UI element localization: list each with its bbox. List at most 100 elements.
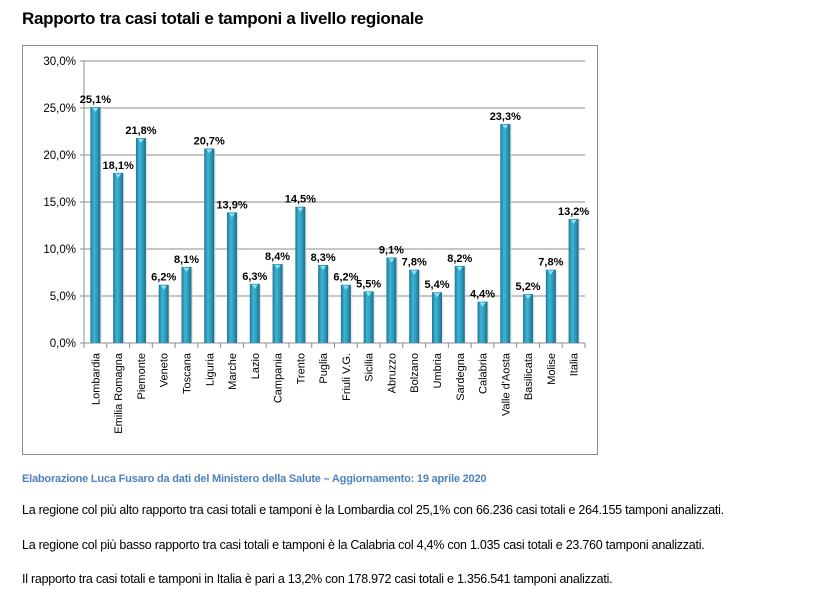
bar-trento: [295, 206, 306, 343]
bar-cap: [274, 265, 281, 270]
bar-cap: [479, 302, 486, 307]
bar-piemonte: [135, 138, 146, 343]
summary-italy: Il rapporto tra casi totali e tamponi in…: [22, 572, 613, 586]
y-tick-label: 25,0%: [43, 103, 76, 115]
bar-cap: [297, 207, 304, 212]
bar-cap: [320, 265, 327, 270]
data-label: 6,3%: [242, 271, 267, 283]
source-note: Elaborazione Luca Fusaro da dati del Min…: [22, 473, 487, 485]
category-label: Lazio: [250, 353, 262, 379]
bar-cap: [456, 266, 463, 271]
data-label: 8,3%: [311, 252, 336, 264]
category-label: Abruzzo: [386, 353, 398, 393]
data-label: 21,8%: [125, 125, 156, 137]
bar-cap: [411, 270, 418, 275]
bar-umbria: [431, 292, 442, 343]
bar-cap: [206, 149, 213, 154]
category-label: Calabria: [478, 352, 490, 394]
bar-lombardia: [90, 107, 101, 343]
y-tick-label: 20,0%: [43, 150, 76, 162]
bar-molise: [545, 269, 556, 343]
category-label: Umbria: [432, 352, 444, 388]
data-label: 18,1%: [103, 160, 134, 172]
bar-cap: [433, 293, 440, 298]
bar-lazio: [249, 283, 260, 343]
y-tick-label: 30,0%: [43, 56, 76, 68]
data-label: 9,1%: [379, 244, 404, 256]
data-label: 8,2%: [447, 253, 472, 265]
category-label: Toscana: [181, 352, 193, 394]
chart-frame: 0,0% 5,0% 10,0% 15,0% 20,0% 25,0% 30,0% 25,1% L…: [22, 45, 598, 455]
bar-marche: [227, 212, 238, 343]
bar-cap: [160, 285, 167, 290]
bar-cap: [570, 219, 577, 224]
data-label: 20,7%: [194, 135, 225, 147]
bar-cap: [547, 270, 554, 275]
category-label: Bolzano: [409, 353, 421, 393]
data-label: 8,4%: [265, 251, 290, 263]
data-label: 8,1%: [174, 254, 199, 266]
bar-calabria: [477, 301, 488, 343]
category-label: Puglia: [318, 352, 330, 383]
data-label: 14,5%: [285, 194, 316, 206]
data-label: 4,4%: [470, 289, 495, 301]
bar-valle-d-aosta: [500, 123, 511, 343]
data-label: 13,2%: [558, 206, 589, 218]
category-label: Emilia Romagna: [113, 352, 125, 434]
bar-cap: [183, 267, 190, 272]
bar-cap: [251, 284, 258, 289]
bar-emilia-romagna: [113, 172, 124, 343]
category-label: Marche: [227, 353, 239, 390]
bar-abruzzo: [386, 257, 397, 343]
bar-cap: [137, 139, 144, 144]
summary-lowest: La regione col più basso rapporto tra ca…: [22, 538, 705, 552]
data-label: 23,3%: [490, 111, 521, 123]
bar-cap: [502, 124, 509, 129]
data-label: 25,1%: [80, 94, 111, 106]
bar-basilicata: [523, 294, 534, 343]
category-label: Lombardia: [90, 352, 102, 405]
bar-cap: [229, 213, 236, 218]
bar-liguria: [204, 148, 215, 343]
category-label: Liguria: [204, 352, 216, 386]
y-tick-label: 5,0%: [50, 291, 76, 303]
bar-puglia: [318, 264, 329, 343]
y-tick-label: 0,0%: [50, 338, 76, 350]
category-label: Valle d'Aosta: [500, 352, 512, 416]
bar-toscana: [181, 266, 192, 343]
category-label: Campania: [273, 352, 285, 403]
bar-sardegna: [454, 265, 465, 343]
category-label: Basilicata: [523, 352, 535, 400]
summary-highest: La regione col più alto rapporto tra cas…: [22, 503, 724, 517]
bar-cap: [342, 285, 349, 290]
category-label: Trento: [295, 353, 307, 384]
bar-bolzano: [409, 269, 420, 343]
y-tick-label: 10,0%: [43, 244, 76, 256]
data-label: 7,8%: [402, 257, 427, 269]
category-label: Sicilia: [364, 352, 376, 382]
data-label: 7,8%: [538, 257, 563, 269]
bar-cap: [365, 292, 372, 297]
category-label: Piemonte: [136, 353, 148, 399]
bar-sicilia: [363, 291, 374, 343]
bar-campania: [272, 264, 283, 343]
bar-veneto: [158, 284, 169, 343]
category-label: Molise: [546, 353, 558, 385]
bar-chart: 0,0% 5,0% 10,0% 15,0% 20,0% 25,0% 30,0% 25,1% L…: [43, 56, 589, 434]
data-label: 6,2%: [333, 272, 358, 284]
data-label: 13,9%: [216, 199, 247, 211]
bar-italia: [568, 218, 579, 343]
bar-cap: [92, 108, 99, 113]
data-label: 6,2%: [151, 272, 176, 284]
category-label: Sardegna: [455, 352, 467, 401]
y-tick-label: 15,0%: [43, 197, 76, 209]
bar-cap: [388, 258, 395, 263]
data-label: 5,4%: [424, 279, 449, 291]
chart-title: Rapporto tra casi totali e tamponi a liv…: [22, 9, 424, 28]
bar-friuli-v-g-: [340, 284, 351, 343]
category-label: Veneto: [159, 353, 171, 387]
bar-cap: [525, 295, 532, 300]
data-label: 5,2%: [516, 281, 541, 293]
category-label: Italia: [569, 352, 581, 376]
bar-cap: [115, 173, 122, 178]
